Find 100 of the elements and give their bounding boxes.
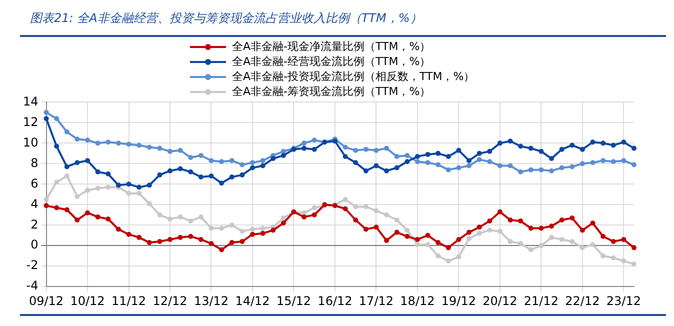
point	[126, 142, 132, 147]
point	[188, 218, 194, 224]
point	[610, 255, 616, 260]
point	[106, 171, 111, 176]
point	[559, 236, 564, 242]
point	[538, 167, 544, 172]
point	[44, 203, 49, 208]
point	[518, 241, 524, 246]
point	[188, 155, 194, 160]
point	[250, 232, 255, 237]
x-tick-label: 12/12	[152, 294, 188, 308]
point	[528, 146, 534, 151]
point	[549, 168, 554, 174]
point	[157, 172, 162, 178]
point	[54, 180, 60, 185]
point	[95, 186, 100, 191]
point	[198, 174, 204, 180]
point	[621, 236, 626, 242]
point	[136, 190, 142, 196]
point	[404, 228, 410, 233]
y-tick-label: 8	[30, 156, 38, 170]
point	[168, 216, 173, 222]
point	[632, 146, 636, 151]
point	[374, 208, 379, 214]
point	[425, 232, 430, 238]
point	[363, 204, 368, 210]
point	[44, 197, 49, 202]
point	[270, 156, 276, 162]
point	[250, 165, 255, 170]
point	[260, 163, 266, 168]
legend-label: 全A非金融-经营现金流比例（TTM，%）	[232, 54, 431, 69]
point	[528, 226, 534, 231]
point	[508, 218, 513, 223]
point	[146, 240, 152, 246]
x-tick-label: 14/12	[235, 294, 270, 308]
point	[126, 232, 132, 237]
point	[610, 239, 616, 244]
x-tick-label: 22/12	[565, 294, 600, 308]
point	[208, 173, 214, 178]
point	[85, 188, 90, 193]
point	[270, 228, 276, 233]
x-tick-label: 20/12	[482, 294, 518, 308]
point	[353, 204, 358, 210]
point	[64, 207, 70, 212]
point	[549, 224, 554, 229]
point	[394, 165, 400, 170]
point	[600, 158, 606, 164]
point	[414, 159, 420, 164]
point	[610, 142, 616, 148]
point	[44, 110, 49, 115]
point	[559, 218, 564, 223]
point	[518, 169, 524, 174]
point	[302, 146, 307, 151]
point	[208, 241, 214, 246]
point	[590, 160, 596, 166]
point	[404, 159, 410, 164]
point	[384, 168, 390, 174]
point	[240, 228, 245, 234]
point	[126, 182, 132, 187]
point	[394, 230, 400, 235]
point	[178, 166, 183, 172]
x-tick-label: 16/12	[318, 294, 352, 308]
point	[353, 218, 358, 223]
point	[54, 205, 60, 210]
point	[487, 218, 492, 224]
point	[64, 129, 70, 134]
point	[456, 165, 462, 170]
point	[374, 163, 379, 168]
point	[260, 230, 266, 236]
point	[116, 140, 121, 146]
point	[342, 154, 348, 159]
point	[146, 144, 152, 150]
legend-label: 全A非金融-现金净流量比例（TTM，%）	[232, 39, 431, 54]
point	[229, 222, 234, 228]
point	[250, 226, 255, 232]
point	[168, 148, 173, 154]
point	[549, 234, 554, 240]
point	[580, 245, 585, 250]
point	[466, 230, 472, 235]
point	[621, 158, 626, 164]
point	[446, 258, 451, 264]
point	[74, 136, 80, 142]
point	[394, 154, 400, 159]
point	[363, 226, 368, 232]
y-tick-label: 10	[22, 135, 38, 150]
point	[570, 215, 575, 220]
point	[168, 236, 173, 242]
point	[157, 239, 162, 244]
point	[508, 138, 513, 144]
point	[64, 164, 70, 170]
point	[528, 167, 534, 172]
point	[538, 243, 544, 248]
point	[95, 214, 100, 220]
point	[590, 242, 596, 248]
point	[570, 164, 575, 170]
point	[621, 140, 626, 145]
point	[600, 140, 606, 146]
point	[374, 148, 379, 153]
point	[600, 253, 606, 258]
point	[466, 163, 472, 168]
